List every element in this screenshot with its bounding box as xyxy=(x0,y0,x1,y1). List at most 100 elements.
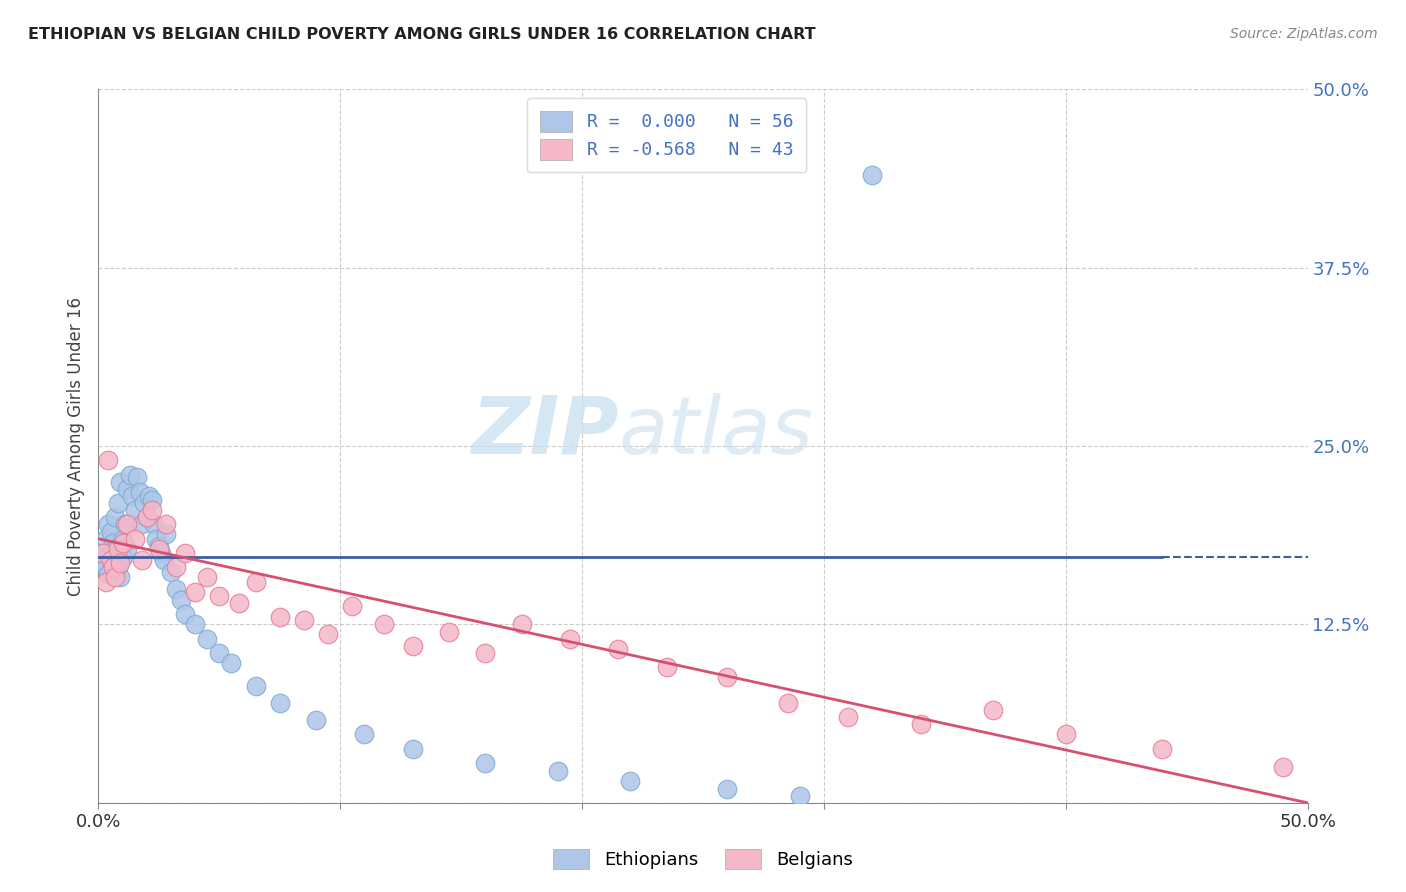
Point xyxy=(152,553,174,567)
Point xyxy=(910,717,932,731)
Point xyxy=(195,632,218,646)
Point xyxy=(837,710,859,724)
Point xyxy=(353,727,375,741)
Point xyxy=(655,660,678,674)
Point xyxy=(716,781,738,796)
Point xyxy=(135,510,157,524)
Point xyxy=(107,496,129,510)
Point xyxy=(155,517,177,532)
Point xyxy=(104,541,127,556)
Point xyxy=(474,646,496,660)
Point xyxy=(269,696,291,710)
Point xyxy=(437,624,460,639)
Point xyxy=(1054,727,1077,741)
Point xyxy=(124,532,146,546)
Point xyxy=(860,168,883,182)
Point xyxy=(510,617,533,632)
Point xyxy=(789,789,811,803)
Point xyxy=(221,656,243,670)
Point xyxy=(474,756,496,770)
Point xyxy=(143,517,166,532)
Point xyxy=(245,574,267,589)
Point xyxy=(128,484,150,499)
Point xyxy=(94,532,117,546)
Point xyxy=(131,553,153,567)
Point xyxy=(121,489,143,503)
Point xyxy=(97,453,120,467)
Point xyxy=(165,560,187,574)
Y-axis label: Child Poverty Among Girls Under 16: Child Poverty Among Girls Under 16 xyxy=(66,296,84,596)
Point xyxy=(245,679,267,693)
Text: Source: ZipAtlas.com: Source: ZipAtlas.com xyxy=(1230,27,1378,41)
Point xyxy=(97,517,120,532)
Point xyxy=(373,617,395,632)
Point xyxy=(160,565,183,579)
Point xyxy=(776,696,799,710)
Point xyxy=(141,493,163,508)
Point xyxy=(108,556,131,570)
Point xyxy=(174,546,197,560)
Point xyxy=(547,764,569,779)
Point xyxy=(124,503,146,517)
Point xyxy=(316,627,339,641)
Point xyxy=(104,570,127,584)
Point xyxy=(607,641,630,656)
Point xyxy=(145,532,167,546)
Point xyxy=(118,467,141,482)
Point xyxy=(90,546,112,560)
Legend: Ethiopians, Belgians: Ethiopians, Belgians xyxy=(544,839,862,879)
Point xyxy=(100,553,122,567)
Point xyxy=(91,546,114,560)
Point xyxy=(150,546,173,560)
Point xyxy=(114,517,136,532)
Point xyxy=(117,541,139,556)
Point xyxy=(100,524,122,539)
Point xyxy=(101,556,124,570)
Point xyxy=(184,584,207,599)
Point xyxy=(94,560,117,574)
Point xyxy=(402,741,425,756)
Point xyxy=(97,567,120,582)
Point xyxy=(111,536,134,550)
Point xyxy=(104,510,127,524)
Point xyxy=(269,610,291,624)
Point xyxy=(117,517,139,532)
Point xyxy=(108,475,131,489)
Point xyxy=(148,539,170,553)
Point xyxy=(101,536,124,550)
Point xyxy=(195,570,218,584)
Point xyxy=(111,532,134,546)
Point xyxy=(558,632,581,646)
Point xyxy=(107,560,129,574)
Point xyxy=(94,574,117,589)
Point xyxy=(169,593,191,607)
Point xyxy=(208,589,231,603)
Text: atlas: atlas xyxy=(619,392,813,471)
Point xyxy=(101,560,124,574)
Point xyxy=(135,510,157,524)
Point xyxy=(131,517,153,532)
Point xyxy=(305,713,328,727)
Point xyxy=(141,503,163,517)
Point xyxy=(138,489,160,503)
Point xyxy=(342,599,364,613)
Point xyxy=(100,546,122,560)
Point xyxy=(111,550,134,565)
Point xyxy=(184,617,207,632)
Point xyxy=(174,607,197,622)
Point xyxy=(91,553,114,567)
Point xyxy=(208,646,231,660)
Text: ETHIOPIAN VS BELGIAN CHILD POVERTY AMONG GIRLS UNDER 16 CORRELATION CHART: ETHIOPIAN VS BELGIAN CHILD POVERTY AMONG… xyxy=(28,27,815,42)
Point xyxy=(155,527,177,541)
Point xyxy=(117,482,139,496)
Point xyxy=(165,582,187,596)
Point xyxy=(228,596,250,610)
Point xyxy=(981,703,1004,717)
Point xyxy=(148,541,170,556)
Point xyxy=(127,470,149,484)
Point xyxy=(108,570,131,584)
Point xyxy=(107,541,129,556)
Point xyxy=(1272,760,1295,774)
Point xyxy=(619,774,641,789)
Point xyxy=(134,496,156,510)
